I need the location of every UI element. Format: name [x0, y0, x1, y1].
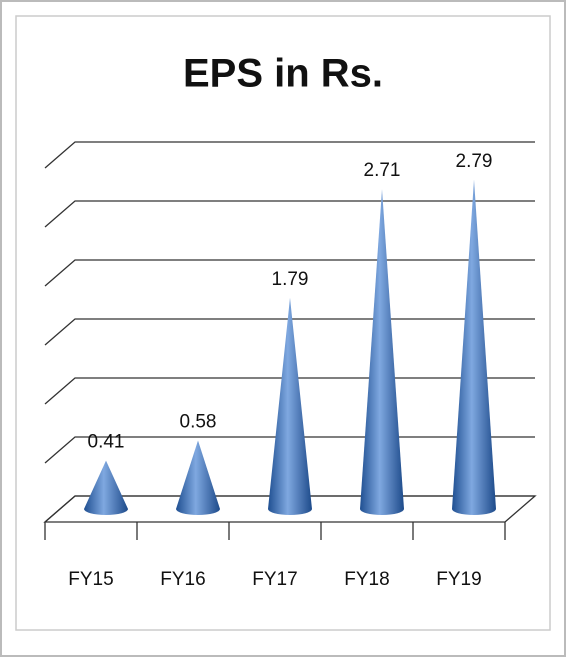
data-label: 0.58 [180, 412, 217, 433]
data-label: 2.79 [456, 151, 493, 172]
grid-line [44, 141, 535, 169]
cone-body [268, 297, 312, 515]
x-tick-label: FY19 [436, 569, 481, 590]
cone-body [452, 179, 496, 515]
x-tick-label: FY16 [160, 569, 205, 590]
cone [84, 460, 128, 515]
x-tick-label: FY15 [68, 569, 113, 590]
grid-line [44, 200, 535, 228]
x-tick-label: FY17 [252, 569, 297, 590]
data-label: 1.79 [272, 269, 309, 290]
cone [360, 189, 404, 515]
cone [452, 179, 496, 515]
cone [176, 440, 220, 515]
data-label: 2.71 [364, 160, 401, 181]
cone-body [360, 189, 404, 515]
chart-frame [15, 15, 551, 631]
x-tick-label: FY18 [344, 569, 389, 590]
chart-title: EPS in Rs. [183, 52, 383, 96]
cone-body [176, 440, 220, 515]
data-label: 0.41 [88, 432, 125, 453]
cone [268, 297, 312, 515]
cone-body [84, 460, 128, 515]
